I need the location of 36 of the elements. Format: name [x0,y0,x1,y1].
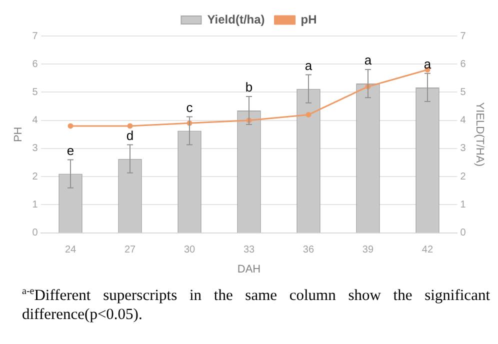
x-tick-label: 42 [422,244,434,256]
y-tick-label: 3 [32,143,38,154]
y2-tick-label: 4 [460,115,466,126]
y2-tick-label: 6 [460,58,466,70]
text: $^{a-e}$Different superscripts in the same column show the significant difference(p<0.05). [21,285,491,324]
y2-tick-label: 2 [460,171,466,182]
y-axis-title: PH [12,126,25,142]
y2-tick-label: 1 [460,199,466,210]
y2-tick-label: 0 [460,228,466,239]
legend-label: pH [300,12,317,26]
y2-tick-label: 5 [460,86,466,98]
y2-tick-label: 3 [460,143,466,154]
annotation: a [364,52,372,68]
y-tick-label: 2 [32,171,38,182]
x-tick-label: 33 [243,244,255,256]
annotation: c [186,100,194,115]
x-tick-label: 30 [184,244,196,256]
y-tick-label: 1 [32,199,38,210]
y-tick-label: 6 [32,58,38,70]
x-axis-title: DAH [237,263,261,276]
x-tick-label: 24 [64,244,77,256]
x-tick-label: 27 [124,244,136,256]
annotation: d [126,128,134,143]
annotation: e [66,142,74,158]
legend-label: Yield(t/ha) [207,12,265,26]
y-tick-label: 7 [32,30,38,42]
x-tick-label: 39 [362,244,374,256]
annotation: a [304,58,313,73]
y-tick-label: 4 [32,115,38,126]
y2-tick-label: 7 [460,30,466,42]
annotation: b [245,80,253,95]
y-tick-label: 5 [32,86,38,98]
y2-axis-title: YIELD(T/HA) [473,102,486,166]
y-tick-label: 0 [32,228,38,239]
x-tick-label: 36 [302,244,314,256]
annotation: a [424,56,432,72]
